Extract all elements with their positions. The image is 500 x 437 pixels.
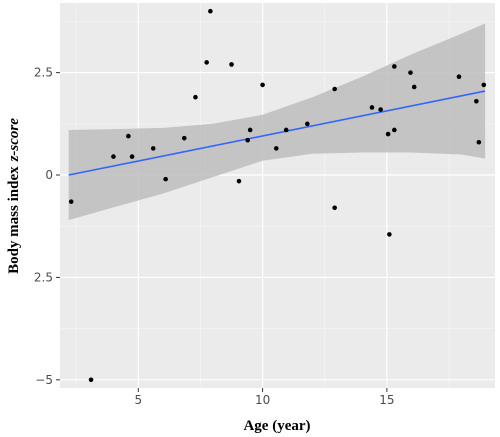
data-point-18: [305, 121, 310, 127]
data-points-group: [68, 8, 487, 383]
data-point-10: [208, 8, 213, 14]
data-point-1: [88, 377, 94, 383]
x-tick-label-0: 5: [134, 393, 142, 407]
data-point-12: [236, 178, 242, 184]
y-axis-title-main: Body mass index: [6, 166, 22, 274]
data-point-32: [481, 82, 487, 88]
data-point-4: [129, 154, 135, 159]
data-point-30: [474, 98, 479, 104]
data-point-20: [332, 205, 337, 211]
data-point-15: [260, 82, 265, 88]
data-point-17: [283, 127, 289, 133]
data-point-6: [163, 176, 168, 182]
data-point-2: [111, 154, 116, 159]
data-point-27: [408, 70, 413, 75]
grid-lines: [60, 3, 495, 388]
data-point-7: [181, 135, 187, 141]
data-point-23: [385, 131, 391, 137]
x-axis-ticks: 5 10 15: [134, 388, 395, 407]
data-point-19: [332, 86, 337, 92]
y-tick-label-1: 2.5: [34, 270, 53, 284]
data-point-24: [387, 232, 392, 237]
x-tick-label-1: 10: [255, 393, 270, 407]
x-axis-title: Age (year): [243, 418, 310, 434]
confidence-band-group: [68, 23, 486, 221]
y-tick-label-3: 2.5: [34, 66, 53, 80]
data-point-9: [204, 60, 209, 65]
data-point-11: [229, 62, 234, 67]
data-point-31: [476, 139, 482, 145]
data-point-5: [150, 146, 156, 151]
y-tick-label-2: 0: [45, 168, 53, 182]
data-point-13: [245, 137, 250, 143]
data-point-25: [392, 64, 397, 69]
data-point-3: [126, 133, 131, 139]
trend-line-group: [68, 90, 486, 176]
data-point-16: [273, 146, 279, 151]
y-axis-title: Body mass index z-score: [6, 118, 22, 274]
x-tick-label-2: 15: [379, 393, 394, 407]
y-axis-ticks: −5 2.5 0 2.5: [34, 66, 60, 387]
data-point-14: [247, 127, 253, 133]
data-point-8: [193, 94, 198, 100]
trend-line: [68, 90, 486, 176]
data-point-28: [411, 84, 417, 90]
data-point-22: [378, 107, 383, 112]
data-point-0: [68, 199, 74, 204]
data-point-21: [369, 105, 375, 110]
data-point-26: [392, 127, 397, 133]
y-axis-title-italic: z-score: [6, 118, 22, 163]
data-point-29: [456, 74, 462, 80]
confidence-band: [68, 23, 486, 221]
y-tick-label-0: −5: [35, 373, 53, 387]
